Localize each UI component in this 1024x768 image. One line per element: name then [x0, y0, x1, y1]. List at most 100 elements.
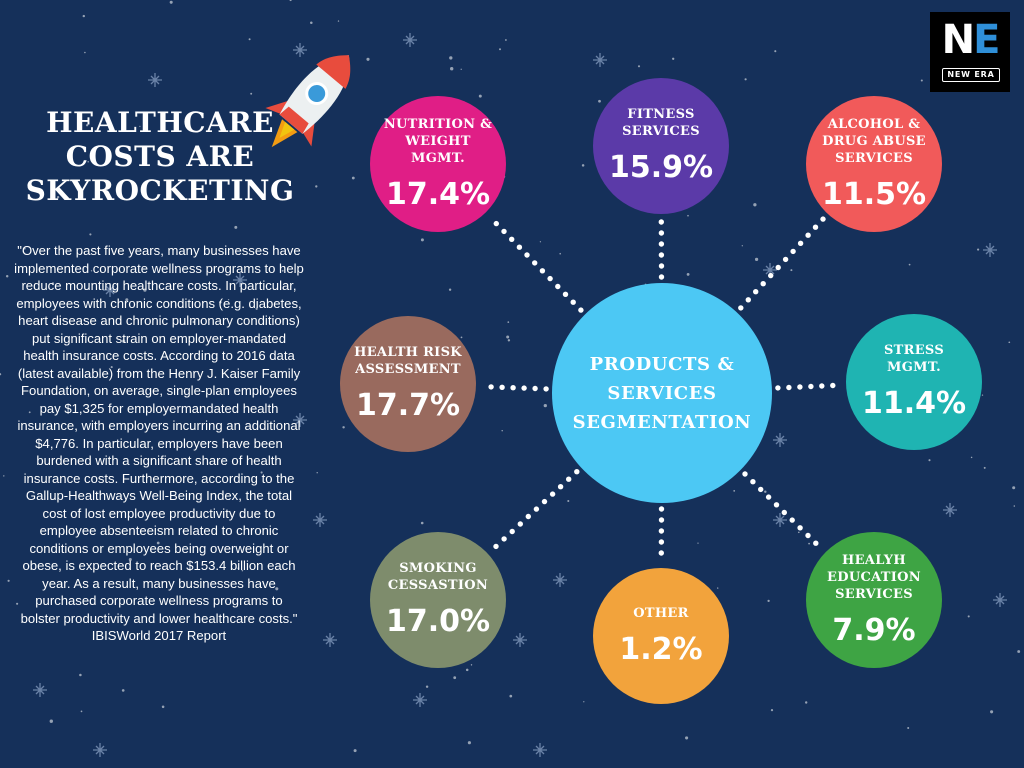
star-dot: [501, 429, 503, 432]
sparkle-star: [553, 573, 567, 587]
star-dot: [218, 300, 222, 304]
star-dot: [85, 124, 89, 127]
star-dot: [908, 263, 911, 266]
star-dot: [808, 542, 810, 545]
connector-dot: [524, 252, 530, 258]
sparkle-star: [513, 633, 527, 647]
connector-dot: [574, 469, 580, 475]
connector-dot: [819, 383, 825, 389]
circle-health-education-services: HEALYH EDUCATION SERVICES 7.9%: [806, 532, 942, 668]
connector-dot: [790, 248, 796, 255]
star-dot: [275, 587, 279, 591]
star-dot: [583, 701, 585, 703]
star-dot: [122, 339, 126, 343]
connector-dot: [786, 384, 792, 391]
star-dot: [337, 20, 340, 22]
connector-dot: [516, 244, 523, 250]
connector-dot: [658, 219, 664, 225]
star-dot: [470, 664, 473, 666]
star-dot: [5, 275, 9, 278]
segment-label: OTHER: [633, 605, 689, 621]
star-dot: [366, 57, 370, 61]
connector-dot: [658, 550, 664, 556]
star-dot: [453, 676, 457, 680]
star-dot: [156, 541, 160, 545]
connector-dot: [773, 502, 780, 508]
star-dot: [128, 557, 132, 562]
star-dot: [79, 673, 82, 677]
star-dot: [146, 112, 149, 114]
connector-dot: [555, 283, 561, 290]
new-era-logo: NE NEW ERA: [930, 12, 1010, 92]
sparkle-star: [33, 683, 47, 697]
star-dot: [260, 471, 263, 474]
connector-dot: [658, 252, 665, 258]
star-dot: [460, 68, 462, 70]
star-dot: [351, 176, 355, 180]
star-dot: [581, 164, 585, 167]
star-dot: [23, 247, 26, 250]
star-dot: [248, 339, 251, 342]
connector-dot: [488, 384, 494, 390]
connector-dot: [658, 506, 665, 512]
star-dot: [770, 709, 774, 712]
connector-dot: [658, 517, 665, 523]
star-dot: [507, 339, 511, 342]
star-dot: [234, 225, 238, 229]
star-dot: [49, 719, 53, 723]
connector-dot: [532, 260, 538, 266]
star-dot: [3, 475, 5, 477]
star-dot: [753, 203, 757, 207]
star-dot: [567, 499, 570, 503]
connector-dot: [658, 241, 665, 247]
star-dot: [121, 689, 125, 692]
connector-dot: [501, 228, 507, 235]
star-dot: [51, 282, 55, 285]
star-dot: [315, 185, 318, 188]
logo-initial: N: [941, 17, 976, 63]
connector-dot: [539, 268, 546, 274]
connector-dot: [493, 220, 499, 227]
connector-dot: [797, 384, 803, 390]
star-dot: [248, 38, 251, 41]
connector-dot: [525, 513, 531, 520]
connector-dot: [797, 240, 804, 246]
star-dot: [89, 233, 92, 236]
star-dot: [685, 736, 689, 740]
connector-dot: [557, 484, 564, 490]
connector-dot: [750, 479, 756, 485]
star-dot: [774, 50, 777, 53]
star-dot: [977, 248, 980, 251]
star-dot: [465, 668, 469, 672]
star-dot: [764, 490, 767, 493]
star-dot: [139, 125, 141, 127]
star-dot: [16, 602, 19, 605]
star-dot: [449, 56, 453, 60]
sparkle-star: [93, 743, 107, 757]
connector-dot: [509, 236, 515, 242]
dotted-connectors: [488, 216, 836, 556]
logo-mark: NE: [930, 18, 1010, 62]
sparkle-star: [148, 73, 162, 87]
star-dot: [110, 366, 113, 369]
circle-nutrition-weight-mgmt: NUTRITION & WEIGHT MGMT. 17.4%: [370, 96, 506, 232]
circle-health-risk-assessment: HEALTH RISK ASSESSMENT 17.7%: [340, 316, 476, 452]
sparkle-star: [773, 513, 787, 527]
star-dot: [239, 515, 242, 517]
star-dot: [907, 726, 910, 730]
star-dot: [754, 257, 759, 262]
star-dot: [981, 394, 984, 396]
circle-fitness-services: FITNESS SERVICES 15.9%: [593, 78, 729, 214]
star-dot: [316, 472, 318, 474]
connector-dot: [813, 540, 819, 546]
connector-dot: [742, 471, 748, 477]
sparkle-star: [983, 243, 997, 257]
star-dot: [504, 39, 507, 41]
star-dot: [744, 78, 747, 81]
connector-dot: [517, 521, 523, 527]
segment-value: 11.4%: [861, 386, 967, 421]
connector-dot: [562, 291, 569, 297]
connector-dot: [658, 274, 665, 280]
star-dot: [420, 238, 424, 242]
star-dot: [82, 14, 85, 18]
